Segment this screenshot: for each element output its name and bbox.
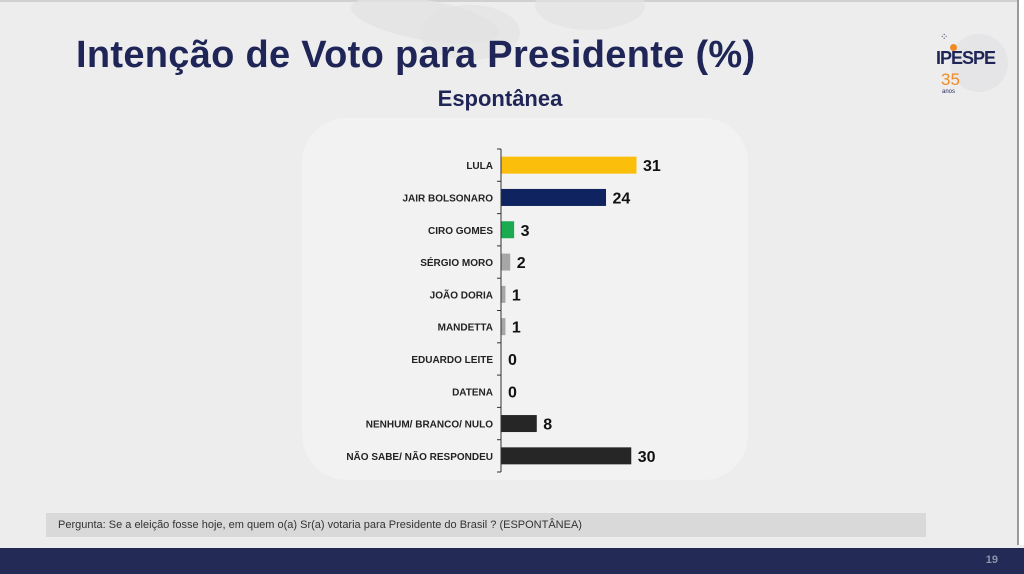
logo-orange-dot-icon: [950, 44, 957, 51]
data-label: 30: [638, 449, 656, 466]
category-label: NENHUM/ BRANCO/ NULO: [366, 420, 493, 431]
data-label: 24: [613, 190, 631, 207]
top-border: [0, 0, 1024, 2]
category-label: LULA: [466, 161, 493, 172]
bar: [501, 318, 506, 336]
window-edge: [1017, 0, 1024, 545]
data-label: 3: [521, 223, 530, 240]
logo-years: 35: [941, 70, 960, 89]
page-number: 19: [985, 554, 998, 566]
bar: [501, 188, 607, 206]
category-label: DATENA: [452, 387, 493, 398]
bar: [501, 415, 537, 433]
logo-text: IPESPE: [936, 48, 996, 68]
subtitle-text: Espontânea: [437, 86, 563, 111]
data-label: 0: [508, 352, 517, 369]
globe-icon: [950, 34, 1008, 92]
footer-bar: 19: [0, 548, 1024, 574]
background-decoration: [420, 5, 520, 60]
category-label: SÉRGIO MORO: [420, 256, 493, 269]
category-label: JAIR BOLSONARO: [402, 193, 493, 204]
data-label: 1: [512, 320, 521, 337]
data-label: 8: [543, 417, 552, 434]
category-label: MANDETTA: [438, 323, 493, 334]
bar: [501, 156, 637, 174]
category-label: EDUARDO LEITE: [411, 355, 493, 366]
question-caption: Pergunta: Se a eleição fosse hoje, em qu…: [46, 513, 926, 537]
category-label: JOÃO DORIA: [430, 288, 493, 301]
category-label: NÃO SABE/ NÃO RESPONDEU: [346, 450, 493, 463]
logo-years-label: anos: [942, 89, 956, 95]
data-label: 1: [512, 287, 521, 304]
category-label: CIRO GOMES: [428, 226, 493, 237]
data-label: 2: [517, 255, 526, 272]
data-label: 31: [643, 158, 661, 175]
page-title: Intenção de Voto para Presidente (%): [76, 34, 756, 76]
data-label: 0: [508, 384, 517, 401]
ipespe-logo: ⁘ IPESPE 35 anos: [920, 28, 1010, 103]
bar: [501, 285, 506, 303]
bar: [501, 253, 511, 271]
logo-dots-icon: ⁘: [940, 32, 950, 43]
bar: [501, 447, 632, 465]
page-subtitle: Espontânea: [0, 86, 1000, 112]
bar: [501, 221, 515, 239]
